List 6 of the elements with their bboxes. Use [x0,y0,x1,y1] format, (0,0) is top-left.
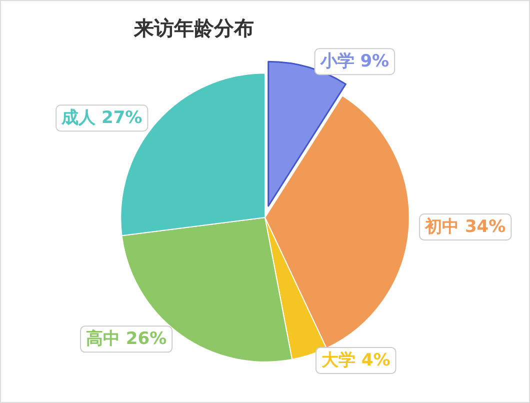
slice-label: 初中 34% [424,216,506,237]
chart-title: 来访年龄分布 [133,16,254,40]
slice-label: 高中 26% [86,329,167,350]
slice-label: 小学 9% [319,52,390,72]
slice-label: 大学 4% [321,350,390,371]
slice-label: 成人 27% [60,108,142,128]
